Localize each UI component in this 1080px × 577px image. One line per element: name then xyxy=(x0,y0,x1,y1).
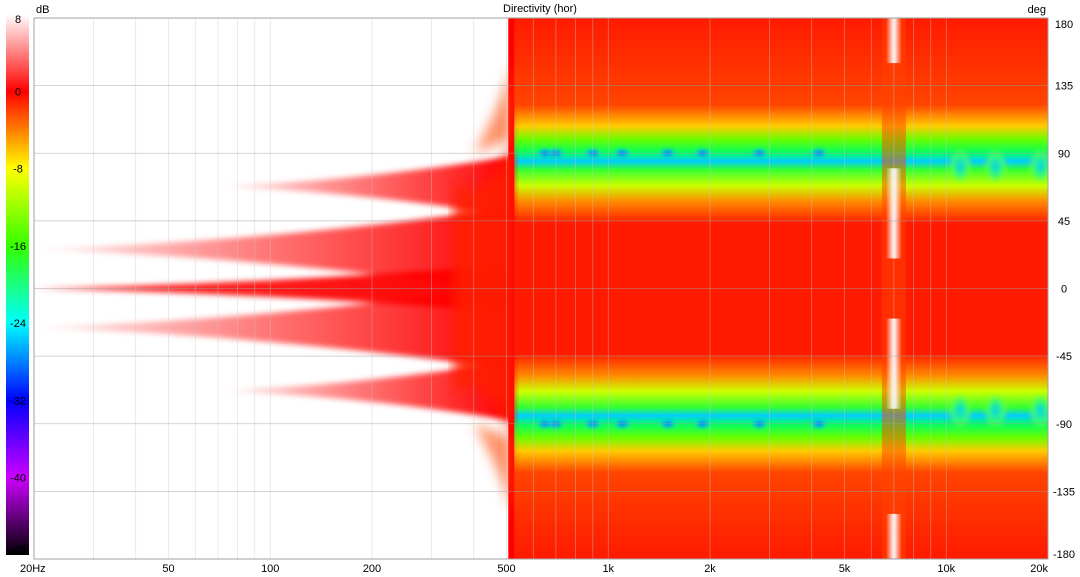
colorbar-tick-label: -48 xyxy=(10,544,26,556)
y-tick-label: -135 xyxy=(1053,486,1075,498)
transition-tail xyxy=(473,63,513,154)
colorbar-tick-label: -40 xyxy=(10,473,26,485)
x-tick-label: 10k xyxy=(937,563,955,575)
colorbar-unit-label: dB xyxy=(36,4,49,16)
plot-border xyxy=(33,17,1049,560)
colorbar-tick-label: 0 xyxy=(15,86,21,98)
x-tick-label: 20k xyxy=(1030,563,1048,575)
x-tick-label: 1k xyxy=(602,563,614,575)
colorbar-tick-label: -16 xyxy=(10,241,26,253)
colorbar-tick-label: -32 xyxy=(10,395,26,407)
y-tick-label: 90 xyxy=(1058,148,1070,160)
colorbar-tick-label: -8 xyxy=(13,164,23,176)
hf-blob xyxy=(1028,392,1048,429)
hf-blob xyxy=(948,392,973,429)
y-tick-label: 135 xyxy=(1055,81,1073,93)
y-tick-label: 180 xyxy=(1055,19,1073,31)
chart-title: Directivity (hor) xyxy=(503,3,577,15)
x-tick-label: 100 xyxy=(261,563,279,575)
x-tick-label: 200 xyxy=(363,563,381,575)
colorbar xyxy=(6,14,29,555)
plot-area xyxy=(34,18,1048,559)
x-tick-label: 20Hz xyxy=(20,563,46,575)
low-freq-lobe xyxy=(217,156,513,217)
hf-blob xyxy=(983,148,1008,185)
x-tick-label: 50 xyxy=(162,563,174,575)
y-tick-label: -45 xyxy=(1056,351,1072,363)
hf-blob xyxy=(983,392,1008,429)
y-tick-label: -90 xyxy=(1056,419,1072,431)
hf-blob xyxy=(1028,148,1048,185)
low-freq-lobe xyxy=(217,360,513,421)
y-tick-label: -180 xyxy=(1053,549,1075,561)
colorbar-tick-label: -24 xyxy=(10,318,26,330)
y-tick-label: 45 xyxy=(1058,216,1070,228)
y-tick-label: 0 xyxy=(1061,284,1067,296)
low-freq-lobe xyxy=(34,207,513,292)
colorbar-tick-label: 8 xyxy=(15,14,21,26)
hf-blob xyxy=(948,148,973,185)
transition-tail xyxy=(473,423,513,514)
x-tick-label: 500 xyxy=(497,563,515,575)
low-freq-lobe xyxy=(34,285,513,370)
x-tick-label: 2k xyxy=(704,563,716,575)
y-unit-label: deg xyxy=(1028,4,1046,16)
x-tick-label: 5k xyxy=(839,563,851,575)
